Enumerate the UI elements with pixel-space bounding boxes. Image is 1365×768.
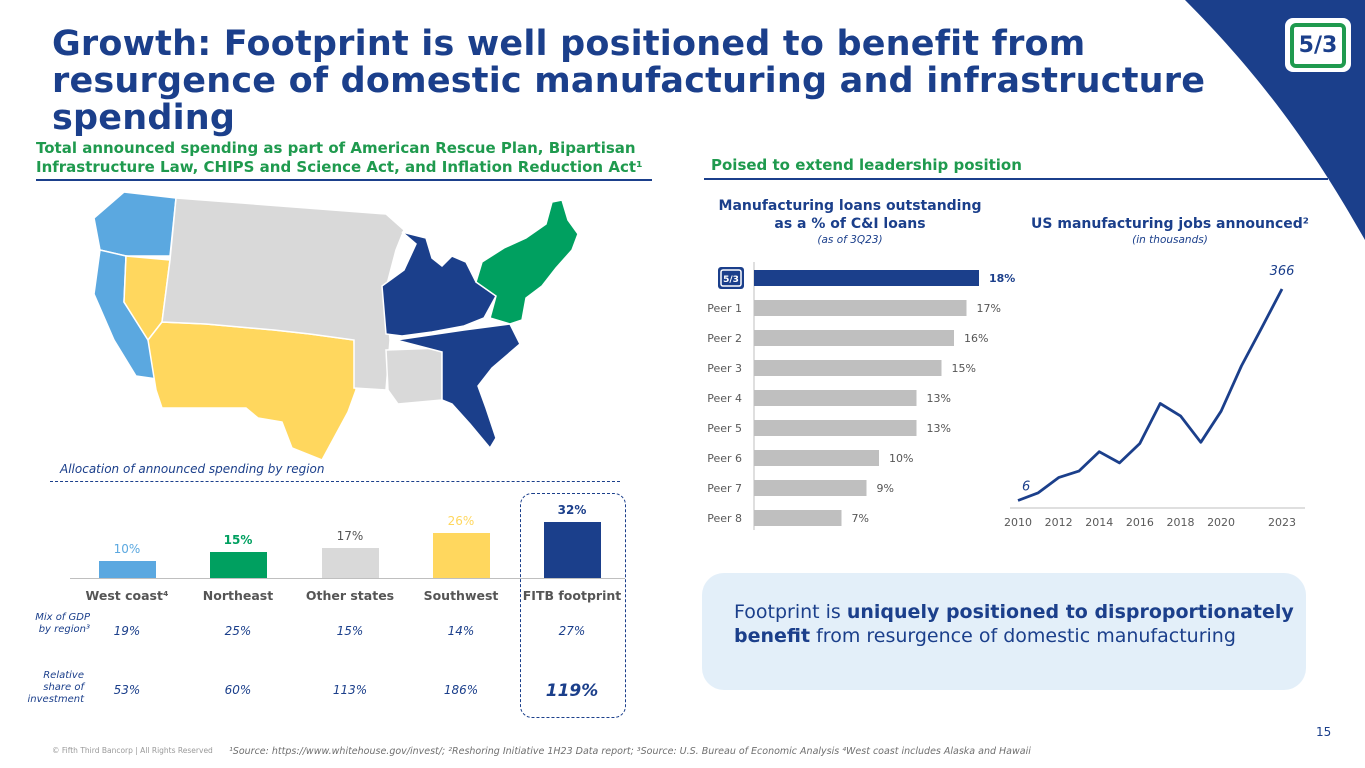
loans-bar [754, 300, 967, 316]
loans-value-label: 16% [964, 332, 988, 345]
allocation-rule [50, 481, 620, 482]
jobs-series-line [1018, 289, 1282, 501]
fifth-third-logo: 5/3 [1285, 18, 1351, 72]
jobs-tick-label: 2012 [1045, 516, 1073, 529]
logo-text: 5/3 [1299, 33, 1338, 58]
jobs-chart-title: US manufacturing jobs announced² [1015, 215, 1325, 233]
jobs-chart-subtitle: (in thousands) [1015, 234, 1325, 246]
map-region-southwest [148, 322, 356, 460]
allocation-bar [99, 561, 156, 579]
loans-value-label: 15% [952, 362, 976, 375]
loans-chart-title: Manufacturing loans outstanding as a % o… [712, 197, 988, 233]
loans-value-label: 10% [889, 452, 913, 465]
allocation-bar [322, 548, 379, 578]
allocation-bar-value: 15% [193, 533, 283, 547]
loans-category-label: Peer 3 [707, 362, 742, 375]
allocation-label: Allocation of announced spending by regi… [60, 462, 324, 476]
jobs-last-label: 366 [1270, 264, 1295, 279]
footnote-pre: ¹Source: [229, 746, 272, 757]
jobs-line-chart: 2010 2012 2014 2016 2018 2020 2023 6 366 [1000, 262, 1320, 538]
left-section-rule [36, 179, 652, 181]
loans-category-label: Peer 8 [707, 512, 742, 525]
footnote-link[interactable]: https://www.whitehouse.gov/invest/ [272, 746, 442, 757]
callout-text-post: from resurgence of domestic manufacturin… [810, 625, 1236, 647]
allocation-category-label: Southwest [401, 588, 521, 603]
mix-gdp-value: 14% [416, 624, 506, 638]
loans-bar [754, 510, 842, 526]
loans-chart-subtitle: (as of 3Q23) [712, 234, 988, 246]
jobs-first-label: 6 [1022, 479, 1030, 494]
right-section-heading: Poised to extend leadership position [711, 156, 1022, 175]
loans-category-label: Peer 6 [707, 452, 742, 465]
mix-gdp-value: 25% [193, 624, 283, 638]
loans-value-label: 13% [927, 392, 951, 405]
jobs-tick-label: 2018 [1166, 516, 1194, 529]
fifth-third-mini-logo: 5/3 [718, 267, 744, 289]
jobs-tick-label: 2023 [1268, 516, 1296, 529]
jobs-tick-label: 2014 [1085, 516, 1113, 529]
us-spending-map [86, 190, 626, 460]
loans-category-label: Peer 2 [707, 332, 742, 345]
callout-text: Footprint is uniquely positioned to disp… [734, 600, 1294, 648]
footnote-post: ; ²Reshoring Initiative 1H23 Data report… [442, 746, 1031, 757]
loans-category-label: Peer 4 [707, 392, 742, 405]
fifth-third-mini-logo-text: 5/3 [723, 275, 739, 285]
allocation-baseline [70, 578, 625, 579]
fitb-highlight-box [520, 493, 626, 718]
loans-bar [754, 360, 942, 376]
map-region-west-coast [94, 192, 176, 256]
mix-gdp-row-label: Mix of GDP by region³ [20, 612, 90, 636]
loans-value-label: 13% [927, 422, 951, 435]
allocation-bar [210, 552, 267, 578]
loans-value-label: 17% [977, 302, 1001, 315]
relative-share-row-label: Relative share of investment [14, 670, 84, 706]
relative-share-value: 53% [82, 683, 172, 697]
map-region-other-southeast [386, 348, 442, 404]
relative-share-value: 186% [416, 683, 506, 697]
loans-bar-chart: 18%5/317%Peer 116%Peer 215%Peer 313%Peer… [700, 262, 1030, 532]
loans-bar [754, 480, 867, 496]
allocation-category-label: Other states [290, 588, 410, 603]
allocation-category-label: Northeast [178, 588, 298, 603]
relative-share-value: 113% [305, 683, 395, 697]
loans-bar [754, 270, 979, 286]
jobs-tick-label: 2010 [1004, 516, 1032, 529]
jobs-tick-label: 2016 [1126, 516, 1154, 529]
allocation-bar-value: 10% [82, 542, 172, 556]
loans-bar [754, 420, 917, 436]
loans-category-label: Peer 5 [707, 422, 742, 435]
loans-category-label: Peer 7 [707, 482, 742, 495]
footnote: ¹Source: https://www.whitehouse.gov/inve… [229, 746, 1031, 757]
mix-gdp-value: 19% [82, 624, 172, 638]
page-title: Growth: Footprint is well positioned to … [52, 26, 1232, 137]
allocation-bar [433, 533, 490, 579]
page-number: 15 [1316, 725, 1331, 739]
loans-bar [754, 330, 954, 346]
mix-gdp-value: 15% [305, 624, 395, 638]
right-section-rule [704, 178, 1328, 180]
left-section-heading: Total announced spending as part of Amer… [36, 139, 656, 177]
allocation-bar-value: 26% [416, 514, 506, 528]
loans-value-label: 9% [877, 482, 894, 495]
callout-text-pre: Footprint is [734, 601, 847, 623]
loans-category-label: Peer 1 [707, 302, 742, 315]
allocation-category-label: West coast⁴ [67, 588, 187, 603]
relative-share-value: 60% [193, 683, 283, 697]
loans-bar [754, 390, 917, 406]
allocation-bar-value: 17% [305, 529, 395, 543]
loans-bar [754, 450, 879, 466]
loans-value-label: 7% [852, 512, 869, 525]
copyright: © Fifth Third Bancorp | All Rights Reser… [52, 746, 213, 755]
jobs-tick-label: 2020 [1207, 516, 1235, 529]
